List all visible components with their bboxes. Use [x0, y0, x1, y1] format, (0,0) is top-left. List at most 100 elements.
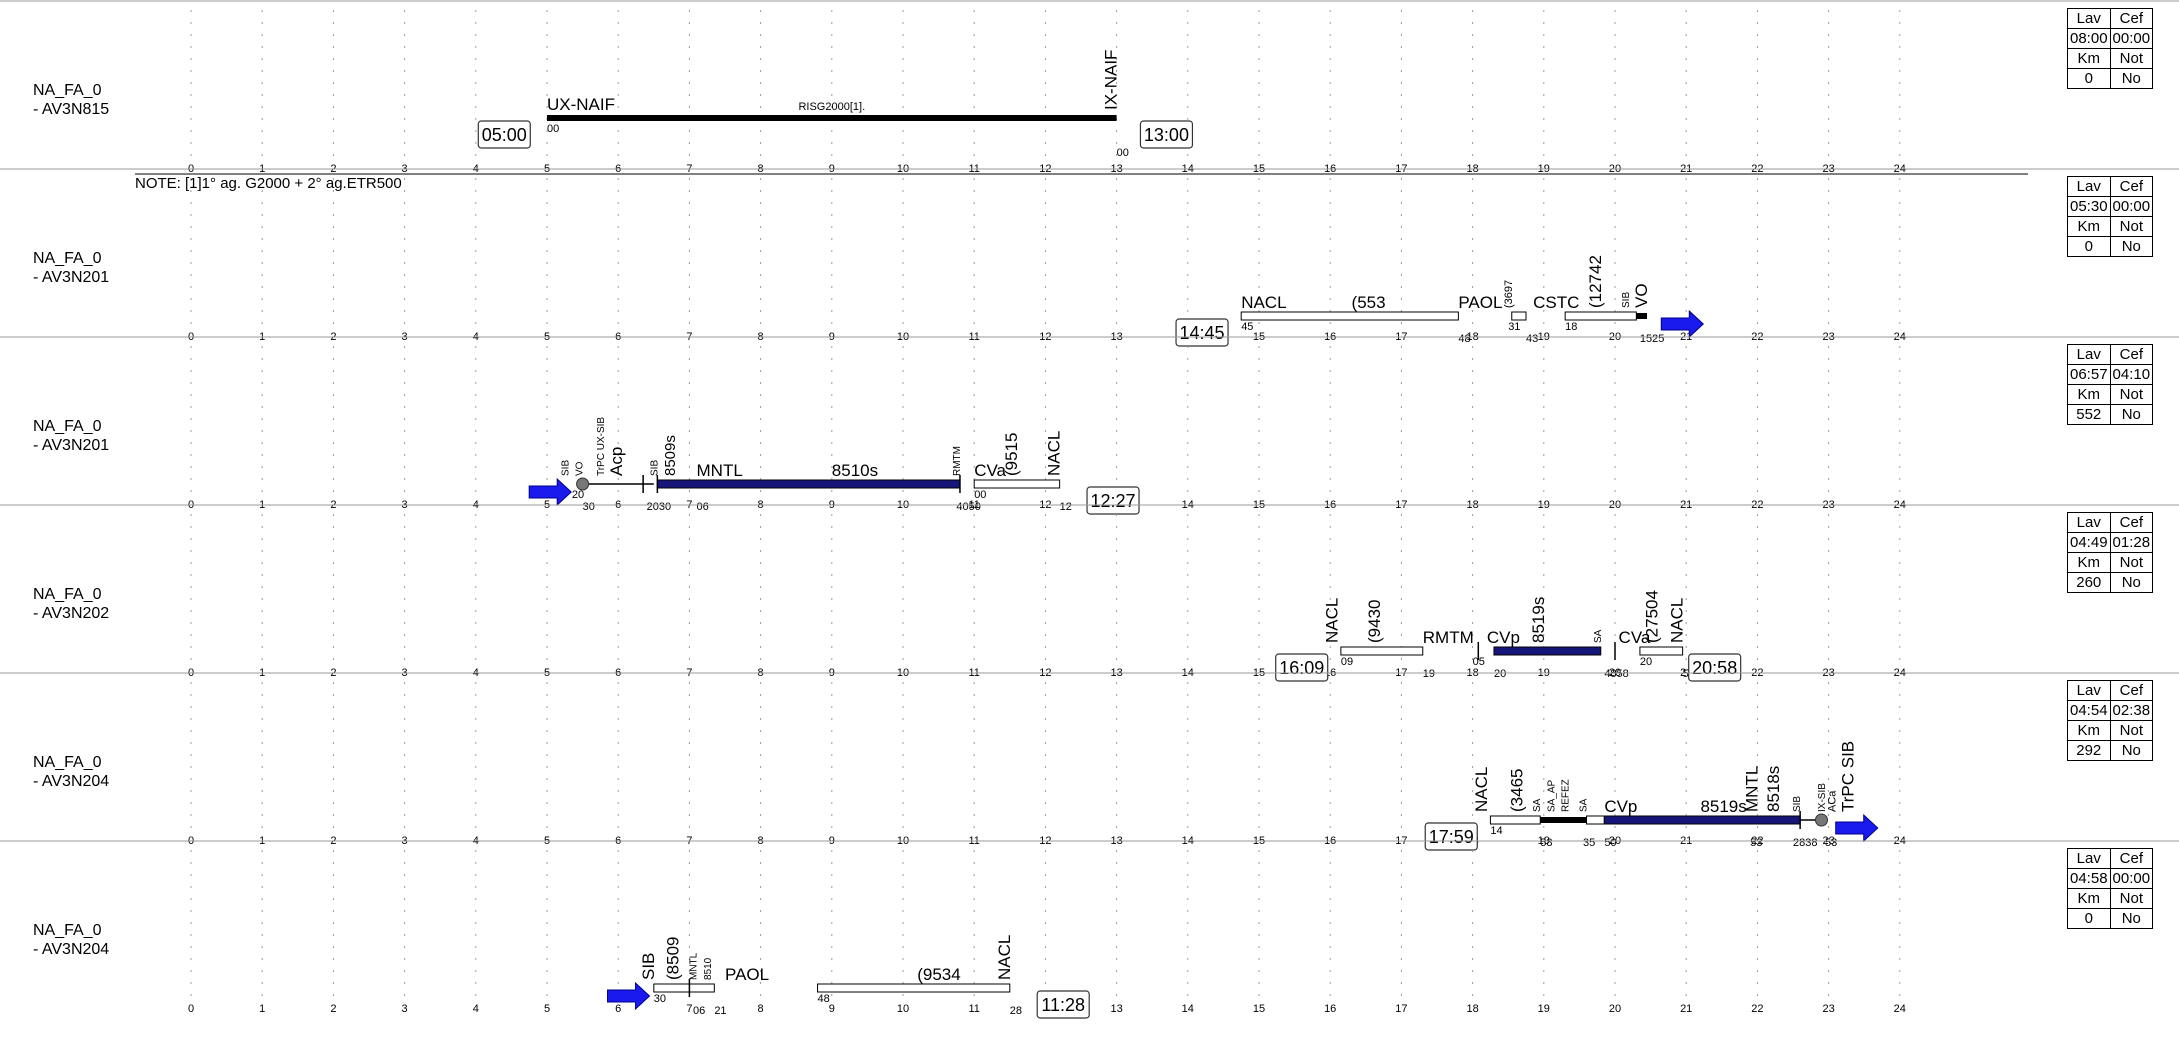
info-cell: No — [2109, 908, 2154, 929]
station-label: TrPC UX-SIB — [596, 417, 607, 476]
duty-info-table: Lav Cef 04:49 01:28 Km Not 260 No — [2067, 512, 2154, 593]
info-cell: No — [2109, 404, 2154, 425]
station-label: CVa — [1619, 628, 1651, 647]
start-time-label: 05:00 — [482, 125, 527, 145]
station-label: UX-NAIF — [547, 95, 615, 114]
service-bar — [1603, 815, 1801, 825]
start-time-box — [477, 120, 531, 149]
station-label: CVp — [1604, 797, 1637, 816]
minute-label: 4050 — [956, 501, 980, 513]
info-cell: 00:00 — [2109, 196, 2154, 217]
info-cell: 0 — [2067, 68, 2111, 89]
hour-tick-label: 24 — [1894, 1003, 1906, 1015]
segment-box — [1586, 815, 1605, 825]
station-label: NACL — [1668, 598, 1687, 643]
hour-tick-label: 10 — [897, 1003, 909, 1015]
station-label: PAOL — [725, 965, 769, 984]
minute-label: 50 — [1604, 837, 1616, 849]
info-cell: Km — [2067, 48, 2111, 69]
end-time-label: 11:28 — [1041, 995, 1085, 1015]
info-cell: Not — [2109, 720, 2154, 741]
segment-bar — [1540, 817, 1587, 823]
end-time-label: 13:00 — [1144, 125, 1189, 145]
minute-label: 18 — [1565, 321, 1577, 333]
station-label: MNTL — [689, 952, 700, 980]
minute-label: 06 — [693, 1005, 705, 1017]
station-label: MNTL — [1742, 766, 1761, 812]
segment-box — [1489, 815, 1541, 825]
minute-label: 30 — [583, 501, 595, 513]
minute-label: 53 — [1825, 837, 1837, 849]
station-label: (9430 — [1365, 600, 1384, 643]
station-label: SIB — [1792, 796, 1803, 812]
minute-label: 1525 — [1640, 333, 1664, 345]
start-time-label: 16:09 — [1279, 658, 1324, 678]
footnote: NOTE: [1]1° ag. G2000 + 2° ag.ETR500 — [135, 175, 402, 192]
duty-info-table: Lav Cef 05:30 00:00 Km Not 0 No — [2067, 176, 2154, 257]
minute-label: 00 — [1117, 147, 1129, 159]
row-label-name: NA_FA_0 — [33, 250, 102, 267]
info-cell: Cef — [2109, 176, 2154, 197]
info-cell: Lav — [2067, 176, 2111, 197]
station-label: SA_AP — [1546, 779, 1557, 812]
row-label-code: - AV3N201 — [33, 269, 110, 286]
info-cell: Cef — [2109, 512, 2154, 533]
hour-tick-label: 19 — [1538, 1003, 1550, 1015]
hour-tick-label: 11 — [968, 1003, 979, 1015]
minute-label: 43 — [1526, 333, 1538, 345]
info-cell: Cef — [2109, 8, 2154, 29]
minute-label: 48 — [1458, 333, 1470, 345]
row-label-name: NA_FA_0 — [33, 586, 102, 603]
continuation-arrow — [528, 477, 572, 507]
info-cell: 05:30 — [2067, 196, 2111, 217]
info-cell: 02:38 — [2109, 700, 2154, 721]
row-label-name: NA_FA_0 — [33, 922, 102, 939]
hour-tick-label: 1 — [259, 1003, 265, 1015]
row-label-code: - AV3N815 — [33, 101, 110, 118]
station-label: MNTL — [697, 461, 743, 480]
minute-label: 45 — [1241, 321, 1253, 333]
minute-label: 58 — [1540, 837, 1552, 849]
station-label: CVp — [1487, 628, 1520, 647]
station-label: 8509s — [662, 435, 679, 476]
minute-label: 30 — [654, 993, 666, 1005]
station-label: 8518s — [1764, 766, 1783, 812]
station-label: SIB — [639, 953, 658, 980]
minute-label: 19 — [1423, 668, 1435, 680]
info-cell: Km — [2067, 216, 2111, 237]
minute-label: 12 — [1060, 501, 1072, 513]
info-cell: Not — [2109, 552, 2154, 573]
segment-box — [973, 479, 1061, 489]
info-cell: Not — [2109, 888, 2154, 909]
minute-label: 00 — [547, 123, 559, 135]
hour-tick-label: 7 — [686, 1003, 692, 1015]
minute-label: 20 — [572, 489, 584, 501]
hour-tick-label: 20 — [1609, 1003, 1621, 1015]
end-time-box — [1688, 653, 1742, 682]
station-label: (8509 — [664, 937, 683, 980]
end-time-box — [1139, 120, 1194, 149]
info-cell: 0 — [2067, 908, 2111, 929]
start-time-box — [1424, 822, 1478, 851]
info-cell: Km — [2067, 384, 2111, 405]
info-cell: Km — [2067, 720, 2111, 741]
info-cell: 552 — [2067, 404, 2111, 425]
service-bar — [656, 479, 961, 489]
info-cell: 0 — [2067, 236, 2111, 257]
minute-label: 20 — [1640, 656, 1652, 668]
hour-tick-label: 18 — [1466, 1003, 1478, 1015]
station-label: (553 — [1352, 293, 1386, 312]
station-label: IX-SIB — [1817, 783, 1828, 812]
location-marker — [576, 477, 590, 491]
info-cell: 292 — [2067, 740, 2111, 761]
minute-label: 53 — [1750, 837, 1762, 849]
row-label-name: NA_FA_0 — [33, 754, 102, 771]
station-label: (9534 — [917, 965, 960, 984]
row-label-code: - AV3N204 — [33, 941, 110, 958]
minute-label: 06 — [697, 501, 709, 513]
row-label-code: - AV3N202 — [33, 605, 110, 622]
minute-label: 00 — [974, 489, 986, 501]
hour-tick-label: 5 — [544, 1003, 550, 1015]
station-label: VO — [1632, 283, 1651, 308]
